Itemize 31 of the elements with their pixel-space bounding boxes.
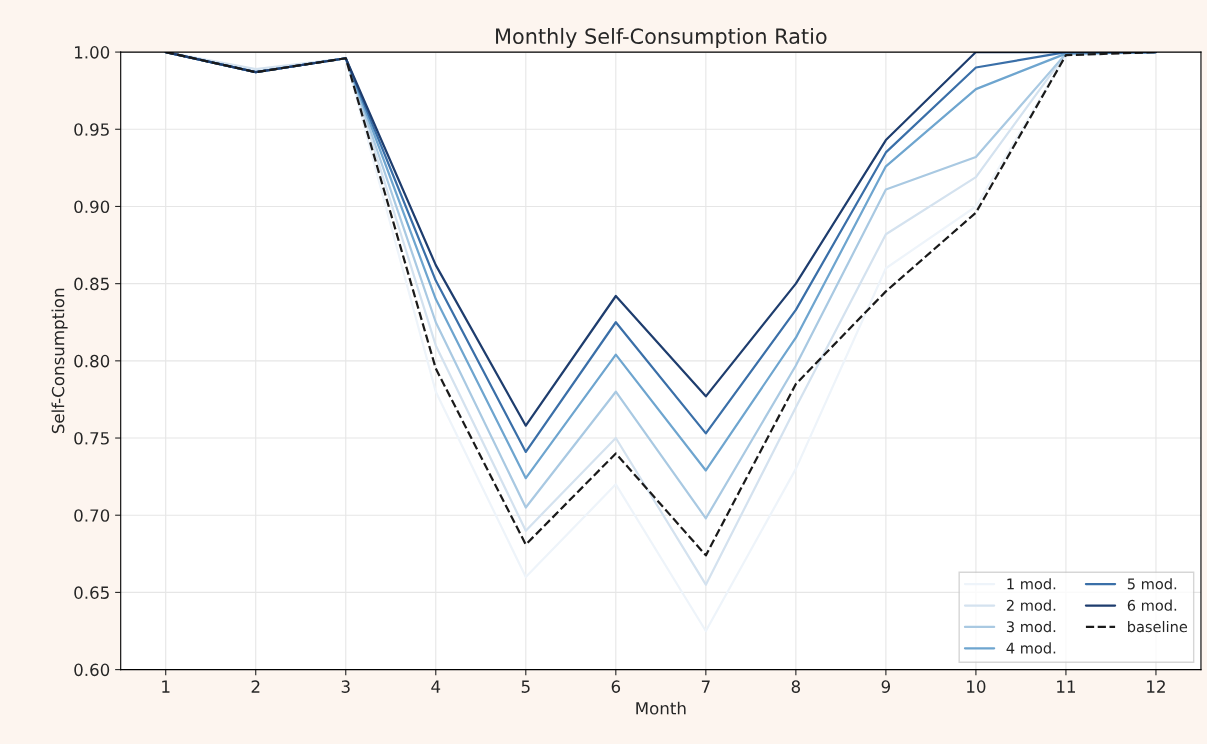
y-tick-label: 0.65 bbox=[74, 586, 109, 599]
legend-label: 1 mod. bbox=[1007, 578, 1056, 590]
legend-label: 3 mod. bbox=[1006, 620, 1056, 633]
x-tick-label: 9 bbox=[881, 680, 891, 693]
x-tick-label: 11 bbox=[1057, 680, 1075, 693]
x-tick-label: 3 bbox=[341, 680, 350, 693]
x-tick-label: 5 bbox=[521, 680, 530, 693]
legend-label: baseline bbox=[1128, 620, 1188, 633]
y-tick-label: 0.80 bbox=[74, 354, 110, 368]
legend-label: 6 mod. bbox=[1127, 599, 1177, 611]
x-tick-label: 2 bbox=[251, 680, 260, 693]
x-tick-label: 1 bbox=[162, 680, 170, 693]
legend-label: 4 mod. bbox=[1006, 642, 1056, 654]
y-tick-label: 0.70 bbox=[74, 509, 110, 522]
y-tick-label: 0.85 bbox=[74, 277, 109, 291]
x-axis-title: Month bbox=[636, 701, 686, 715]
x-tick-label: 6 bbox=[611, 680, 621, 693]
chart-title: Monthly Self-Consumption Ratio bbox=[496, 27, 827, 49]
x-tick-label: 10 bbox=[967, 680, 986, 693]
y-tick-label: 0.75 bbox=[74, 431, 109, 445]
legend-label: 5 mod. bbox=[1127, 578, 1177, 590]
legend-label: 2 mod. bbox=[1006, 599, 1056, 611]
x-tick-label: 12 bbox=[1147, 680, 1165, 693]
x-tick-label: 4 bbox=[431, 680, 441, 693]
x-tick-label: 8 bbox=[791, 680, 801, 693]
y-tick-label: 0.95 bbox=[74, 123, 109, 136]
x-tick-label: 7 bbox=[701, 680, 710, 693]
y-tick-label: 1.00 bbox=[75, 46, 110, 59]
y-tick-label: 0.90 bbox=[74, 200, 110, 214]
y-tick-label: 0.60 bbox=[74, 663, 110, 677]
y-axis-title: Self-Consumption bbox=[51, 288, 68, 434]
